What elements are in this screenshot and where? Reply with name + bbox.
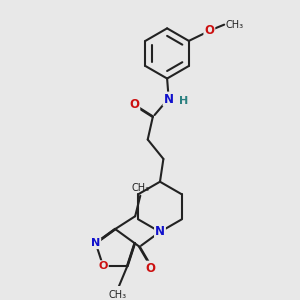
Text: O: O — [204, 24, 214, 38]
Text: N: N — [164, 92, 173, 106]
Text: H: H — [178, 96, 188, 106]
Text: N: N — [155, 225, 165, 239]
Text: O: O — [98, 261, 108, 271]
Text: CH₃: CH₃ — [131, 183, 149, 194]
Text: N: N — [91, 238, 100, 248]
Text: CH₃: CH₃ — [108, 290, 126, 300]
Text: O: O — [145, 262, 155, 275]
Text: CH₃: CH₃ — [226, 20, 244, 30]
Text: O: O — [129, 98, 139, 111]
